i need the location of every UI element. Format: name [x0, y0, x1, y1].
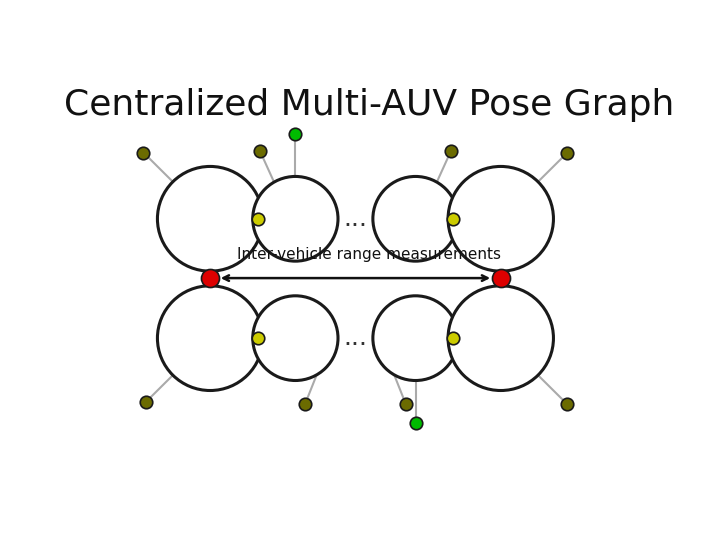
Circle shape: [253, 177, 338, 261]
Circle shape: [158, 286, 263, 390]
Circle shape: [158, 166, 263, 271]
Circle shape: [448, 166, 554, 271]
Circle shape: [448, 286, 554, 390]
Text: Inter-vehicle range measurements: Inter-vehicle range measurements: [237, 247, 501, 262]
Text: ...: ...: [343, 207, 367, 231]
Circle shape: [373, 177, 458, 261]
Circle shape: [373, 296, 458, 381]
Text: Centralized Multi-AUV Pose Graph: Centralized Multi-AUV Pose Graph: [64, 88, 674, 122]
Text: ...: ...: [343, 326, 367, 350]
Circle shape: [253, 296, 338, 381]
